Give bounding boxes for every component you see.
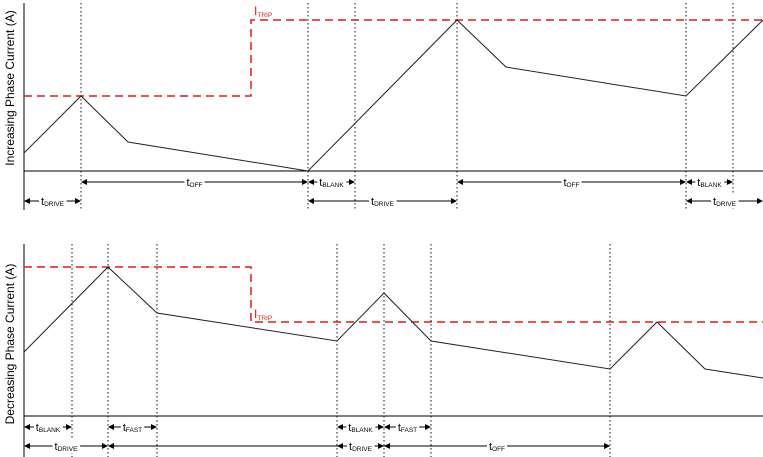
interval-label-backdrop (369, 194, 397, 208)
interval-label: tFAST (123, 422, 142, 434)
bottom-itrip-threshold (24, 266, 763, 323)
top-itrip-label: ITRIP (254, 4, 272, 19)
bot-tblank-2-interval: tBLANK (337, 420, 384, 434)
interval-label: tOFF (489, 441, 505, 453)
arrowhead-left-icon (24, 198, 30, 204)
top-tdrive-2-interval: tDRIVE (308, 194, 457, 208)
interval-label-backdrop (561, 175, 582, 189)
top-tblank-1-interval: tBLANK (308, 175, 355, 189)
top-panel: Increasing Phase Current (A) ITRIP (3, 3, 763, 210)
interval-label: tBLANK (36, 422, 61, 434)
arrowhead-right-icon (349, 179, 355, 185)
arrowhead-left-icon (686, 179, 692, 185)
arrowhead-right-icon (102, 443, 108, 449)
interval-label-backdrop (120, 420, 145, 434)
arrowhead-left-icon (108, 443, 114, 449)
interval-label-backdrop (695, 175, 725, 189)
interval-label-backdrop (184, 175, 205, 189)
arrowhead-left-icon (337, 443, 343, 449)
top-interval-annotations: tDRIVE tOFF tBLANK tDRIVE tOFF tBLANK tDRIVE (24, 175, 763, 208)
interval-label: tFAST (398, 422, 417, 434)
arrowhead-right-icon (75, 198, 81, 204)
arrowhead-left-icon (24, 443, 30, 449)
top-y-axis-label: Increasing Phase Current (A) (3, 10, 17, 165)
interval-label-backdrop (39, 194, 67, 208)
arrowhead-left-icon (308, 198, 314, 204)
arrowhead-left-icon (457, 179, 463, 185)
arrowhead-left-icon (384, 443, 390, 449)
interval-label: tDRIVE (349, 441, 373, 453)
arrowhead-left-icon (337, 424, 343, 430)
bot-tfast-2-interval: tFAST (384, 420, 431, 434)
arrowhead-right-icon (425, 424, 431, 430)
arrowhead-right-icon (757, 198, 763, 204)
interval-label: tDRIVE (371, 196, 395, 208)
bot-tdrive-2-interval: tDRIVE (337, 439, 384, 453)
arrowhead-left-icon (108, 424, 114, 430)
top-tdrive-3-interval: tDRIVE (686, 194, 763, 208)
interval-label-backdrop (711, 194, 739, 208)
arrowhead-right-icon (451, 198, 457, 204)
interval-label: tDRIVE (41, 196, 65, 208)
interval-label-backdrop (486, 439, 508, 453)
arrowhead-right-icon (727, 179, 733, 185)
arrowhead-left-icon (81, 179, 87, 185)
bottom-itrip-label: ITRIP (254, 307, 272, 322)
arrowhead-right-icon (604, 443, 610, 449)
arrowhead-right-icon (378, 443, 384, 449)
top-tblank-2-interval: tBLANK (686, 175, 733, 189)
top-toff-1-interval: tOFF (81, 175, 308, 189)
arrowhead-right-icon (378, 424, 384, 430)
bot-tfast-1-interval: tFAST (108, 420, 157, 434)
top-time-guides (80, 3, 734, 210)
interval-label-backdrop (317, 175, 347, 189)
interval-label-backdrop (33, 420, 63, 434)
interval-label: tOFF (186, 177, 202, 189)
interval-label: tBLANK (348, 422, 373, 434)
interval-label: tBLANK (319, 177, 344, 189)
top-phase-current-trace (23, 19, 763, 172)
interval-label-backdrop (347, 439, 375, 453)
arrowhead-right-icon (151, 424, 157, 430)
bot-tdrive-1-interval: tDRIVE (24, 439, 108, 453)
interval-label: tBLANK (697, 177, 722, 189)
arrowhead-left-icon (384, 424, 390, 430)
interval-label-backdrop (395, 420, 420, 434)
arrowhead-right-icon (680, 179, 686, 185)
arrowhead-right-icon (66, 424, 72, 430)
bottom-phase-current-trace (23, 266, 763, 379)
interval-label: tDRIVE (713, 196, 737, 208)
top-toff-2-interval: tOFF (457, 175, 686, 189)
top-itrip-threshold (24, 19, 763, 97)
bottom-time-guides (71, 244, 611, 457)
arrowhead-left-icon (308, 179, 314, 185)
arrowhead-left-icon (686, 198, 692, 204)
interval-label: tDRIVE (55, 441, 79, 453)
interval-label-backdrop (346, 420, 376, 434)
arrowhead-right-icon (302, 179, 308, 185)
bot-tblank-1-interval: tBLANK (24, 420, 72, 434)
interval-label: tOFF (563, 177, 579, 189)
bottom-interval-annotations: tBLANKtDRIVEtFASTtOFFtBLANKtDRIVEtFASTtO… (24, 420, 610, 453)
top-tdrive-1-interval: tDRIVE (24, 194, 81, 208)
interval-label-backdrop (52, 439, 81, 453)
arrowhead-left-icon (24, 424, 30, 430)
bottom-panel: Decreasing Phase Current (A) ITRIP (3, 244, 763, 457)
bottom-y-axis-label: Decreasing Phase Current (A) (3, 264, 17, 425)
bot-toff-2-interval: tOFF (384, 439, 610, 453)
